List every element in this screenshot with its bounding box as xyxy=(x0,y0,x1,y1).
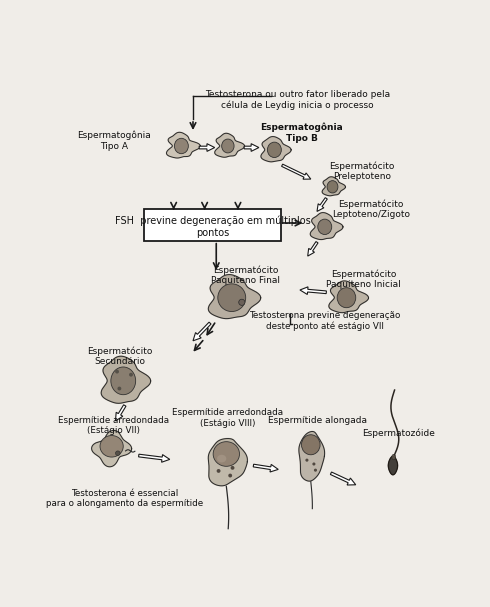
Ellipse shape xyxy=(268,142,281,158)
Text: Espermatócito
Paquiteno Inicial: Espermatócito Paquiteno Inicial xyxy=(326,270,401,289)
Ellipse shape xyxy=(174,138,188,154)
Circle shape xyxy=(228,473,232,478)
FancyArrow shape xyxy=(317,198,327,211)
Polygon shape xyxy=(167,132,200,158)
Circle shape xyxy=(231,466,234,470)
FancyArrow shape xyxy=(139,454,170,463)
Circle shape xyxy=(305,459,309,462)
Ellipse shape xyxy=(100,435,123,457)
Text: Espermatozóide: Espermatozóide xyxy=(362,429,435,438)
FancyArrow shape xyxy=(193,322,211,341)
Text: Espermítide arredondada
(Estágio VIII): Espermítide arredondada (Estágio VIII) xyxy=(172,408,283,427)
Text: FSH  previne degeneração em múltiplos
pontos: FSH previne degeneração em múltiplos pon… xyxy=(115,216,310,238)
Ellipse shape xyxy=(301,435,320,455)
Circle shape xyxy=(116,451,120,455)
Circle shape xyxy=(115,370,119,373)
Circle shape xyxy=(217,469,221,473)
Text: Espermítide arredondada
(Estágio VII): Espermítide arredondada (Estágio VII) xyxy=(58,416,170,435)
Polygon shape xyxy=(388,456,397,475)
FancyArrow shape xyxy=(308,242,318,256)
Circle shape xyxy=(314,469,317,472)
Circle shape xyxy=(312,463,316,466)
Text: Espermatócito
Secundário: Espermatócito Secundário xyxy=(87,346,152,366)
Text: Espermatogônia
Tipo B: Espermatogônia Tipo B xyxy=(260,123,343,143)
Ellipse shape xyxy=(327,181,338,193)
Ellipse shape xyxy=(217,455,226,463)
Text: Espermatócito
Preleptoteno: Espermatócito Preleptoteno xyxy=(329,161,394,181)
Polygon shape xyxy=(329,281,368,313)
Text: Espermatogônia
Tipo A: Espermatogônia Tipo A xyxy=(77,131,151,151)
Polygon shape xyxy=(261,137,291,162)
Polygon shape xyxy=(215,134,245,157)
FancyArrow shape xyxy=(244,144,259,151)
FancyArrow shape xyxy=(300,287,326,294)
Circle shape xyxy=(129,373,133,376)
Polygon shape xyxy=(208,438,247,486)
FancyArrow shape xyxy=(199,144,215,151)
FancyArrow shape xyxy=(116,405,126,421)
Polygon shape xyxy=(208,274,261,319)
Circle shape xyxy=(239,299,245,305)
Polygon shape xyxy=(101,356,150,403)
Ellipse shape xyxy=(318,219,332,234)
FancyArrow shape xyxy=(253,464,278,472)
Text: Espermatócito
Leptoteno/Zigoto: Espermatócito Leptoteno/Zigoto xyxy=(332,199,410,219)
Ellipse shape xyxy=(337,288,356,308)
Ellipse shape xyxy=(221,139,234,153)
Polygon shape xyxy=(310,212,343,240)
FancyArrow shape xyxy=(282,164,311,179)
Circle shape xyxy=(118,387,122,390)
Text: Espermatócito
Paquiteno Final: Espermatócito Paquiteno Final xyxy=(211,265,280,285)
FancyBboxPatch shape xyxy=(144,209,281,242)
Polygon shape xyxy=(92,430,132,467)
FancyArrow shape xyxy=(330,472,356,485)
Text: Testosterona ou outro fator liberado pela
célula de Leydig inicia o processo: Testosterona ou outro fator liberado pel… xyxy=(205,90,390,110)
Ellipse shape xyxy=(218,284,245,311)
Ellipse shape xyxy=(392,455,395,459)
Polygon shape xyxy=(322,177,345,196)
Text: Testosterona previne degeneração
deste ponto até estágio VII: Testosterona previne degeneração deste p… xyxy=(249,311,400,331)
Text: Espermítide alongada: Espermítide alongada xyxy=(268,416,367,426)
Ellipse shape xyxy=(111,367,136,395)
Text: Testosterona é essencial
para o alongamento da espermítide: Testosterona é essencial para o alongame… xyxy=(46,489,203,508)
Ellipse shape xyxy=(213,442,240,466)
Polygon shape xyxy=(299,432,325,481)
